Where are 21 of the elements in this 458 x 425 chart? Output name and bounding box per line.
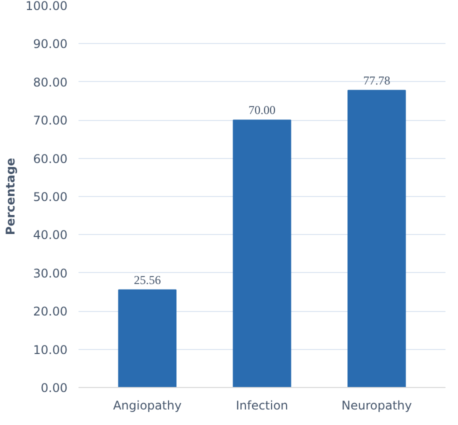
y-axis-title: Percentage: [4, 158, 18, 236]
y-tick-label: 10.00: [33, 342, 68, 357]
y-tick-label: 50.00: [33, 190, 68, 204]
y-tick-label: 100.00: [26, 0, 68, 13]
data-label: 77.78: [363, 73, 390, 88]
y-tick-label: 40.00: [33, 228, 68, 242]
y-tick-label: 90.00: [33, 37, 68, 52]
x-tick-label: Neuropathy: [342, 398, 412, 412]
y-tick-label: 70.00: [33, 114, 68, 128]
y-tick-label: 20.00: [33, 304, 68, 319]
y-tick-label: 80.00: [33, 75, 68, 90]
x-tick-label: Angiopathy: [113, 398, 182, 412]
bar: [232, 120, 292, 388]
bar: [118, 289, 176, 388]
bar: [348, 90, 406, 388]
data-label: 25.56: [134, 272, 161, 287]
y-tick-label: 60.00: [33, 152, 68, 166]
y-tick-label: 0.00: [40, 381, 68, 395]
y-tick-label: 30.00: [33, 266, 68, 280]
data-label: 70.00: [248, 103, 276, 118]
x-tick-label: Infection: [236, 398, 288, 412]
